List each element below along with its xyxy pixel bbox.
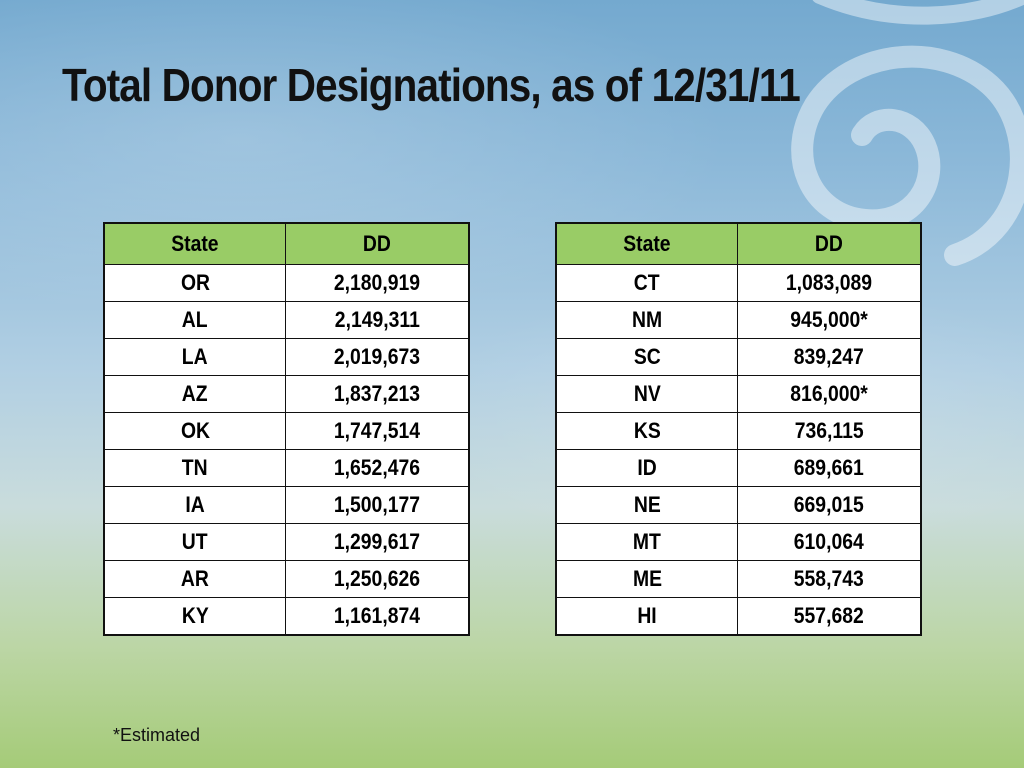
column-header-state: State bbox=[555, 222, 739, 265]
table-header-row: State DD bbox=[555, 222, 922, 265]
state-cell: ME bbox=[555, 560, 739, 598]
table-header-row: State DD bbox=[103, 222, 470, 265]
donor-table-left: State DD OR 2,180,919 AL 2,149,311 LA 2,… bbox=[103, 222, 470, 636]
dd-cell: 669,015 bbox=[737, 486, 922, 524]
dd-cell: 1,747,514 bbox=[285, 412, 470, 450]
state-cell: UT bbox=[103, 523, 287, 561]
dd-cell: 2,019,673 bbox=[285, 338, 470, 376]
table-row: ID 689,661 bbox=[555, 449, 922, 487]
dd-cell: 1,500,177 bbox=[285, 486, 470, 524]
column-header-dd: DD bbox=[285, 222, 470, 265]
dd-cell: 816,000* bbox=[737, 375, 922, 413]
dd-cell: 1,837,213 bbox=[285, 375, 470, 413]
table-row: NM 945,000* bbox=[555, 301, 922, 339]
dd-cell: 558,743 bbox=[737, 560, 922, 598]
state-cell: NM bbox=[555, 301, 739, 339]
state-cell: AR bbox=[103, 560, 287, 598]
table-row: IA 1,500,177 bbox=[103, 486, 470, 524]
table-row: ME 558,743 bbox=[555, 560, 922, 598]
table-row: KY 1,161,874 bbox=[103, 597, 470, 636]
state-cell: KY bbox=[103, 597, 287, 636]
table-row: MT 610,064 bbox=[555, 523, 922, 561]
donor-table-right: State DD CT 1,083,089 NM 945,000* SC 839… bbox=[555, 222, 922, 636]
state-cell: SC bbox=[555, 338, 739, 376]
table-row: NV 816,000* bbox=[555, 375, 922, 413]
footnote-estimated: *Estimated bbox=[113, 725, 201, 745]
state-cell: OR bbox=[103, 264, 287, 302]
dd-cell: 736,115 bbox=[737, 412, 922, 450]
dd-cell: 2,180,919 bbox=[285, 264, 470, 302]
state-cell: AL bbox=[103, 301, 287, 339]
dd-cell: 945,000* bbox=[737, 301, 922, 339]
table-row: SC 839,247 bbox=[555, 338, 922, 376]
slide-title: Total Donor Designations, as of 12/31/11 bbox=[62, 59, 801, 111]
state-cell: KS bbox=[555, 412, 739, 450]
state-cell: NE bbox=[555, 486, 739, 524]
column-header-dd: DD bbox=[737, 222, 922, 265]
state-cell: CT bbox=[555, 264, 739, 302]
state-cell: HI bbox=[555, 597, 739, 636]
column-header-state: State bbox=[103, 222, 287, 265]
table-row: KS 736,115 bbox=[555, 412, 922, 450]
state-cell: IA bbox=[103, 486, 287, 524]
dd-cell: 1,250,626 bbox=[285, 560, 470, 598]
dd-cell: 557,682 bbox=[737, 597, 922, 636]
dd-cell: 839,247 bbox=[737, 338, 922, 376]
table-row: OK 1,747,514 bbox=[103, 412, 470, 450]
table-row: NE 669,015 bbox=[555, 486, 922, 524]
state-cell: TN bbox=[103, 449, 287, 487]
dd-cell: 1,652,476 bbox=[285, 449, 470, 487]
dd-cell: 1,299,617 bbox=[285, 523, 470, 561]
table-row: AL 2,149,311 bbox=[103, 301, 470, 339]
dd-cell: 689,661 bbox=[737, 449, 922, 487]
state-cell: OK bbox=[103, 412, 287, 450]
table-row: OR 2,180,919 bbox=[103, 264, 470, 302]
dd-cell: 1,083,089 bbox=[737, 264, 922, 302]
table-row: AZ 1,837,213 bbox=[103, 375, 470, 413]
state-cell: MT bbox=[555, 523, 739, 561]
dd-cell: 1,161,874 bbox=[285, 597, 470, 636]
table-row: CT 1,083,089 bbox=[555, 264, 922, 302]
table-row: LA 2,019,673 bbox=[103, 338, 470, 376]
dd-cell: 2,149,311 bbox=[285, 301, 470, 339]
decorative-swirl bbox=[791, 0, 1024, 266]
table-row: AR 1,250,626 bbox=[103, 560, 470, 598]
state-cell: ID bbox=[555, 449, 739, 487]
state-cell: NV bbox=[555, 375, 739, 413]
table-row: HI 557,682 bbox=[555, 597, 922, 636]
dd-cell: 610,064 bbox=[737, 523, 922, 561]
table-row: TN 1,652,476 bbox=[103, 449, 470, 487]
state-cell: AZ bbox=[103, 375, 287, 413]
table-row: UT 1,299,617 bbox=[103, 523, 470, 561]
state-cell: LA bbox=[103, 338, 287, 376]
